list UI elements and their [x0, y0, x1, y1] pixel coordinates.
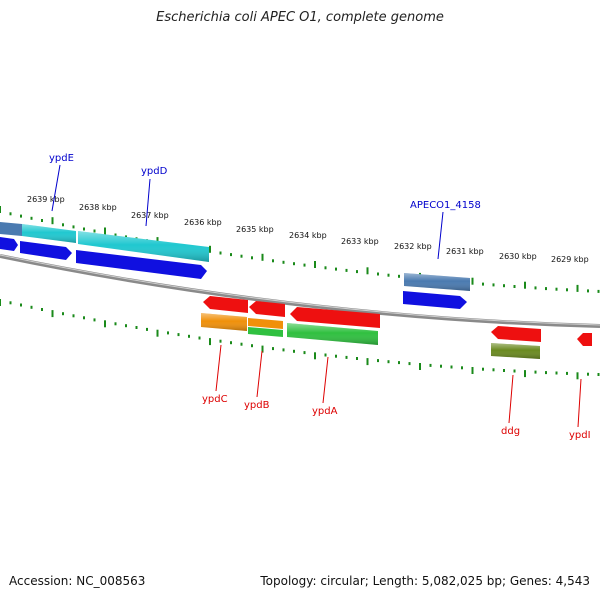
gene-label-ypdE[interactable]: ypdE [49, 153, 74, 164]
genome-summary-text: Topology: circular; Length: 5,082,025 bp… [260, 574, 590, 588]
gene-label-ypdB[interactable]: ypdB [244, 400, 270, 411]
genome-backbone [0, 254, 600, 328]
scale-label: 2635 kbp [236, 225, 274, 234]
reverse-strand-genes [201, 296, 592, 359]
gene-shade [491, 343, 540, 359]
gene-arrow[interactable] [290, 307, 380, 328]
gene-arrow[interactable] [403, 291, 467, 309]
gene-label-ddg[interactable]: ddg [501, 426, 520, 437]
gene-block[interactable] [0, 222, 22, 236]
leader-line [322, 356, 329, 404]
leader-line [437, 211, 444, 260]
leader-line [256, 350, 263, 398]
scale-label: 2639 kbp [27, 195, 65, 204]
leader-line [145, 178, 151, 227]
inner-tick-ring [0, 299, 600, 380]
leader-line [577, 378, 582, 428]
accession-text: Accession: NC_008563 [9, 574, 146, 588]
scale-label: 2636 kbp [184, 218, 222, 227]
scale-labels: 2639 kbp 2638 kbp 2637 kbp 2636 kbp 2635… [27, 195, 589, 264]
scale-label: 2629 kbp [551, 255, 589, 264]
scale-label: 2632 kbp [394, 242, 432, 251]
gene-label-ypdC[interactable]: ypdC [202, 394, 228, 405]
outer-tick-ring [0, 206, 600, 293]
gene-arrow[interactable] [249, 301, 285, 317]
gene-shade [201, 313, 247, 331]
genome-backbone-highlight [0, 254, 600, 326]
forward-strand-genes [0, 222, 470, 309]
gene-arrow[interactable] [577, 333, 592, 346]
leader-line [51, 164, 61, 212]
gene-block[interactable] [248, 327, 283, 337]
scale-label: 2631 kbp [446, 247, 484, 256]
scale-label: 2633 kbp [341, 237, 379, 246]
gene-arrow[interactable] [20, 241, 72, 260]
gene-label-ypdA[interactable]: ypdA [312, 406, 338, 417]
gene-block[interactable] [404, 273, 470, 291]
genome-title: Escherichia coli APEC O1, complete genom… [156, 10, 444, 25]
gene-shade [287, 323, 378, 345]
scale-label: 2634 kbp [289, 231, 327, 240]
gene-label-ypdI[interactable]: ypdI [569, 430, 591, 441]
gene-label-ypdD[interactable]: ypdD [141, 166, 168, 177]
gene-label-apeco1-4158[interactable]: APECO1_4158 [410, 200, 481, 211]
gene-arrow[interactable] [76, 250, 207, 279]
scale-label: 2630 kbp [499, 252, 537, 261]
gene-arrow[interactable] [0, 237, 18, 251]
leader-line [215, 344, 222, 392]
gene-arrow[interactable] [203, 296, 248, 313]
scale-label: 2637 kbp [131, 211, 169, 220]
scale-label: 2638 kbp [79, 203, 117, 212]
leader-line [508, 374, 514, 424]
gene-block[interactable] [248, 318, 283, 329]
gene-block[interactable] [22, 224, 76, 243]
gene-block[interactable] [78, 231, 209, 262]
label-leaders [51, 164, 582, 428]
gene-arrow[interactable] [491, 326, 541, 342]
